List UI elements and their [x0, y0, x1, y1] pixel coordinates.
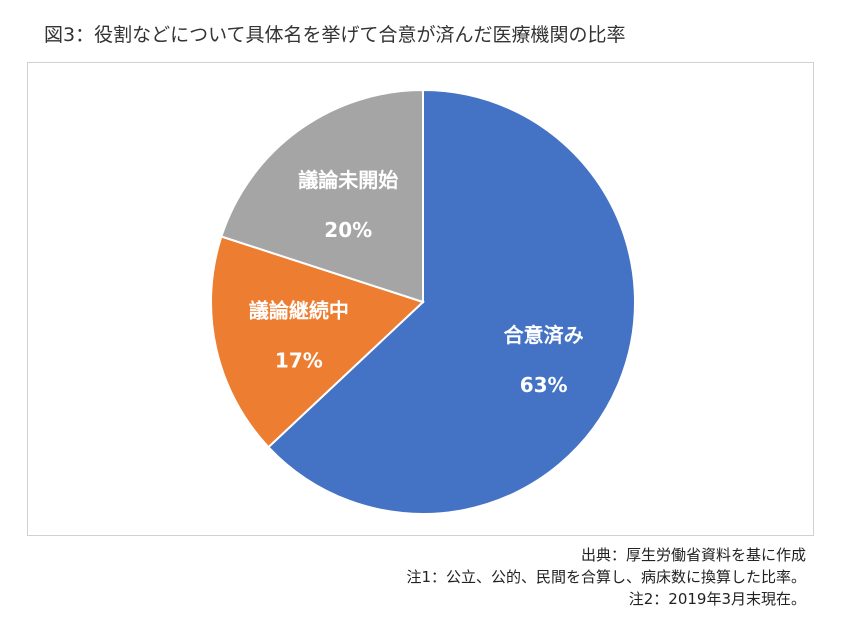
footnotes: 出典：厚生労働省資料を基に作成 注1：公立、公的、民間を合算し、病床数に換算した…: [406, 544, 806, 610]
slice-value-label-1: 63%: [520, 373, 568, 397]
note-1: 注1：公立、公的、民間を合算し、病床数に換算した比率。: [406, 568, 806, 586]
slice-category-label-3: 議論未開始: [298, 168, 398, 192]
pie-slice-2: [210, 235, 425, 449]
slice-value-label-3: 20%: [324, 218, 372, 242]
chart-title: 図3：役割などについて具体名を挙げて合意が済んだ医療機関の比率: [44, 24, 626, 46]
slice-category-label-2: 議論継続中: [249, 299, 349, 323]
slice-value-label-2: 17%: [275, 349, 323, 373]
note-2: 注2：2019年3月末現在。: [628, 590, 806, 608]
pie-slice-1: [267, 88, 636, 515]
slice-category-label-1: 合意済み: [504, 323, 584, 347]
pie-slice-3: [220, 88, 424, 304]
source-note: 出典：厚生労働省資料を基に作成: [580, 546, 806, 564]
